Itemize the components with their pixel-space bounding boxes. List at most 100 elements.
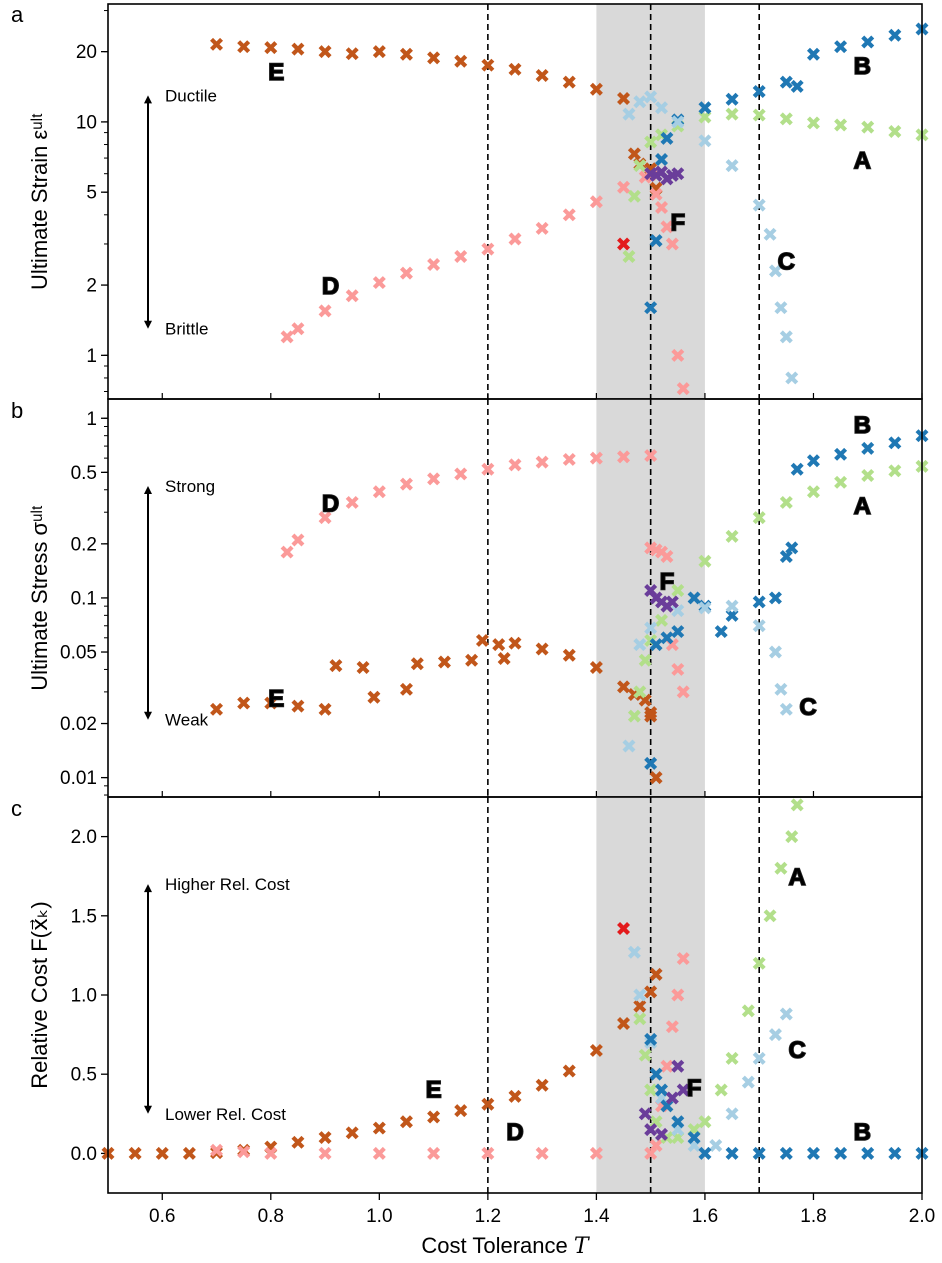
data-point xyxy=(427,1110,441,1124)
data-point xyxy=(210,702,224,716)
series-label-B: B xyxy=(854,1119,871,1146)
data-point xyxy=(861,469,875,483)
series-F xyxy=(638,1059,690,1141)
data-point xyxy=(725,1051,739,1065)
data-point xyxy=(155,1146,169,1160)
data-point xyxy=(785,541,799,555)
series-C xyxy=(622,599,793,753)
y-tick-label: 0.01 xyxy=(60,768,97,789)
y-tick-label: 0.02 xyxy=(60,714,97,735)
data-point xyxy=(888,124,902,138)
x-axis-label-var: T xyxy=(574,1234,591,1259)
data-point xyxy=(291,699,305,713)
axes-frame xyxy=(107,3,923,400)
data-point xyxy=(318,511,332,525)
y-tick-label: 10 xyxy=(76,112,97,133)
arrow-label-top: Higher Rel. Cost xyxy=(165,875,290,894)
data-point xyxy=(655,200,669,214)
data-point xyxy=(768,645,782,659)
data-point xyxy=(372,45,386,59)
data-point xyxy=(291,322,305,336)
data-point xyxy=(535,69,549,83)
data-point xyxy=(888,1146,902,1160)
data-point xyxy=(649,638,663,652)
data-point xyxy=(644,985,658,999)
data-point xyxy=(774,861,788,875)
data-point xyxy=(318,1131,332,1145)
data-point xyxy=(291,1135,305,1149)
data-point xyxy=(655,153,669,167)
x-tick-label: 1.0 xyxy=(366,1206,392,1227)
data-point xyxy=(627,147,641,161)
panel-b: 0.01 0.02 0.05 0.1 0.2 0.5 1 Strong Weak B A D F E C Ul… xyxy=(11,398,929,798)
data-point xyxy=(698,601,712,615)
y-tick-label: 1 xyxy=(86,346,97,367)
data-point xyxy=(752,198,766,212)
y-tick-label: 1.0 xyxy=(71,986,97,1007)
data-point xyxy=(709,1138,723,1152)
data-point xyxy=(806,116,820,130)
data-point xyxy=(372,485,386,499)
data-point xyxy=(806,454,820,468)
series-E xyxy=(210,633,663,785)
data-point xyxy=(454,54,468,68)
y-tick-label: 1 xyxy=(86,409,97,430)
data-point xyxy=(774,301,788,315)
data-point xyxy=(725,159,739,173)
y-tick-label: 0.1 xyxy=(71,588,97,609)
data-point xyxy=(649,967,663,981)
data-point xyxy=(790,798,804,812)
data-point xyxy=(280,330,294,344)
data-point xyxy=(714,1083,728,1097)
data-point xyxy=(649,771,663,785)
data-point xyxy=(725,529,739,543)
arrow-label-bottom: Lower Rel. Cost xyxy=(165,1105,286,1124)
series-label-F: F xyxy=(687,1075,702,1102)
data-point xyxy=(264,696,278,710)
data-point xyxy=(725,107,739,121)
data-point xyxy=(508,458,522,472)
data-point xyxy=(671,1115,685,1129)
data-point xyxy=(649,1067,663,1081)
data-point xyxy=(617,1017,631,1030)
data-point xyxy=(671,625,685,639)
data-point xyxy=(779,495,793,509)
data-point xyxy=(617,680,631,694)
data-point xyxy=(399,1115,413,1129)
data-point xyxy=(644,301,658,315)
y-tick-label: 0.5 xyxy=(71,1065,97,1086)
data-point xyxy=(481,242,495,256)
data-point xyxy=(665,1091,679,1105)
data-point xyxy=(671,115,685,129)
data-point xyxy=(779,1007,793,1021)
y-axis-label: Ultimate Stress σᵘˡᵗ xyxy=(27,505,52,691)
data-point xyxy=(280,545,294,559)
data-point xyxy=(508,636,522,650)
data-point xyxy=(399,266,413,280)
data-point xyxy=(237,696,251,710)
data-point xyxy=(660,1059,674,1073)
data-point xyxy=(790,79,804,93)
series-D xyxy=(280,449,690,699)
data-point xyxy=(617,180,631,194)
data-point xyxy=(562,648,576,662)
data-point xyxy=(535,1078,549,1092)
y-tick-label: 0.05 xyxy=(60,643,97,664)
data-point xyxy=(698,1146,712,1160)
arrow-label-top: Strong xyxy=(165,477,215,496)
data-point xyxy=(622,739,636,753)
data-point xyxy=(888,28,902,42)
data-point xyxy=(481,462,495,476)
data-point xyxy=(655,1083,669,1097)
data-point xyxy=(437,655,451,669)
data-point xyxy=(665,595,679,609)
data-point xyxy=(535,455,549,469)
data-point xyxy=(210,1143,224,1157)
x-axis-label-text: Cost Tolerance xyxy=(421,1233,573,1258)
data-point xyxy=(372,1121,386,1135)
data-point xyxy=(492,638,506,652)
data-point xyxy=(741,1075,755,1089)
panel-letter: b xyxy=(11,398,23,423)
data-point xyxy=(752,511,766,525)
series-E xyxy=(101,967,663,1160)
